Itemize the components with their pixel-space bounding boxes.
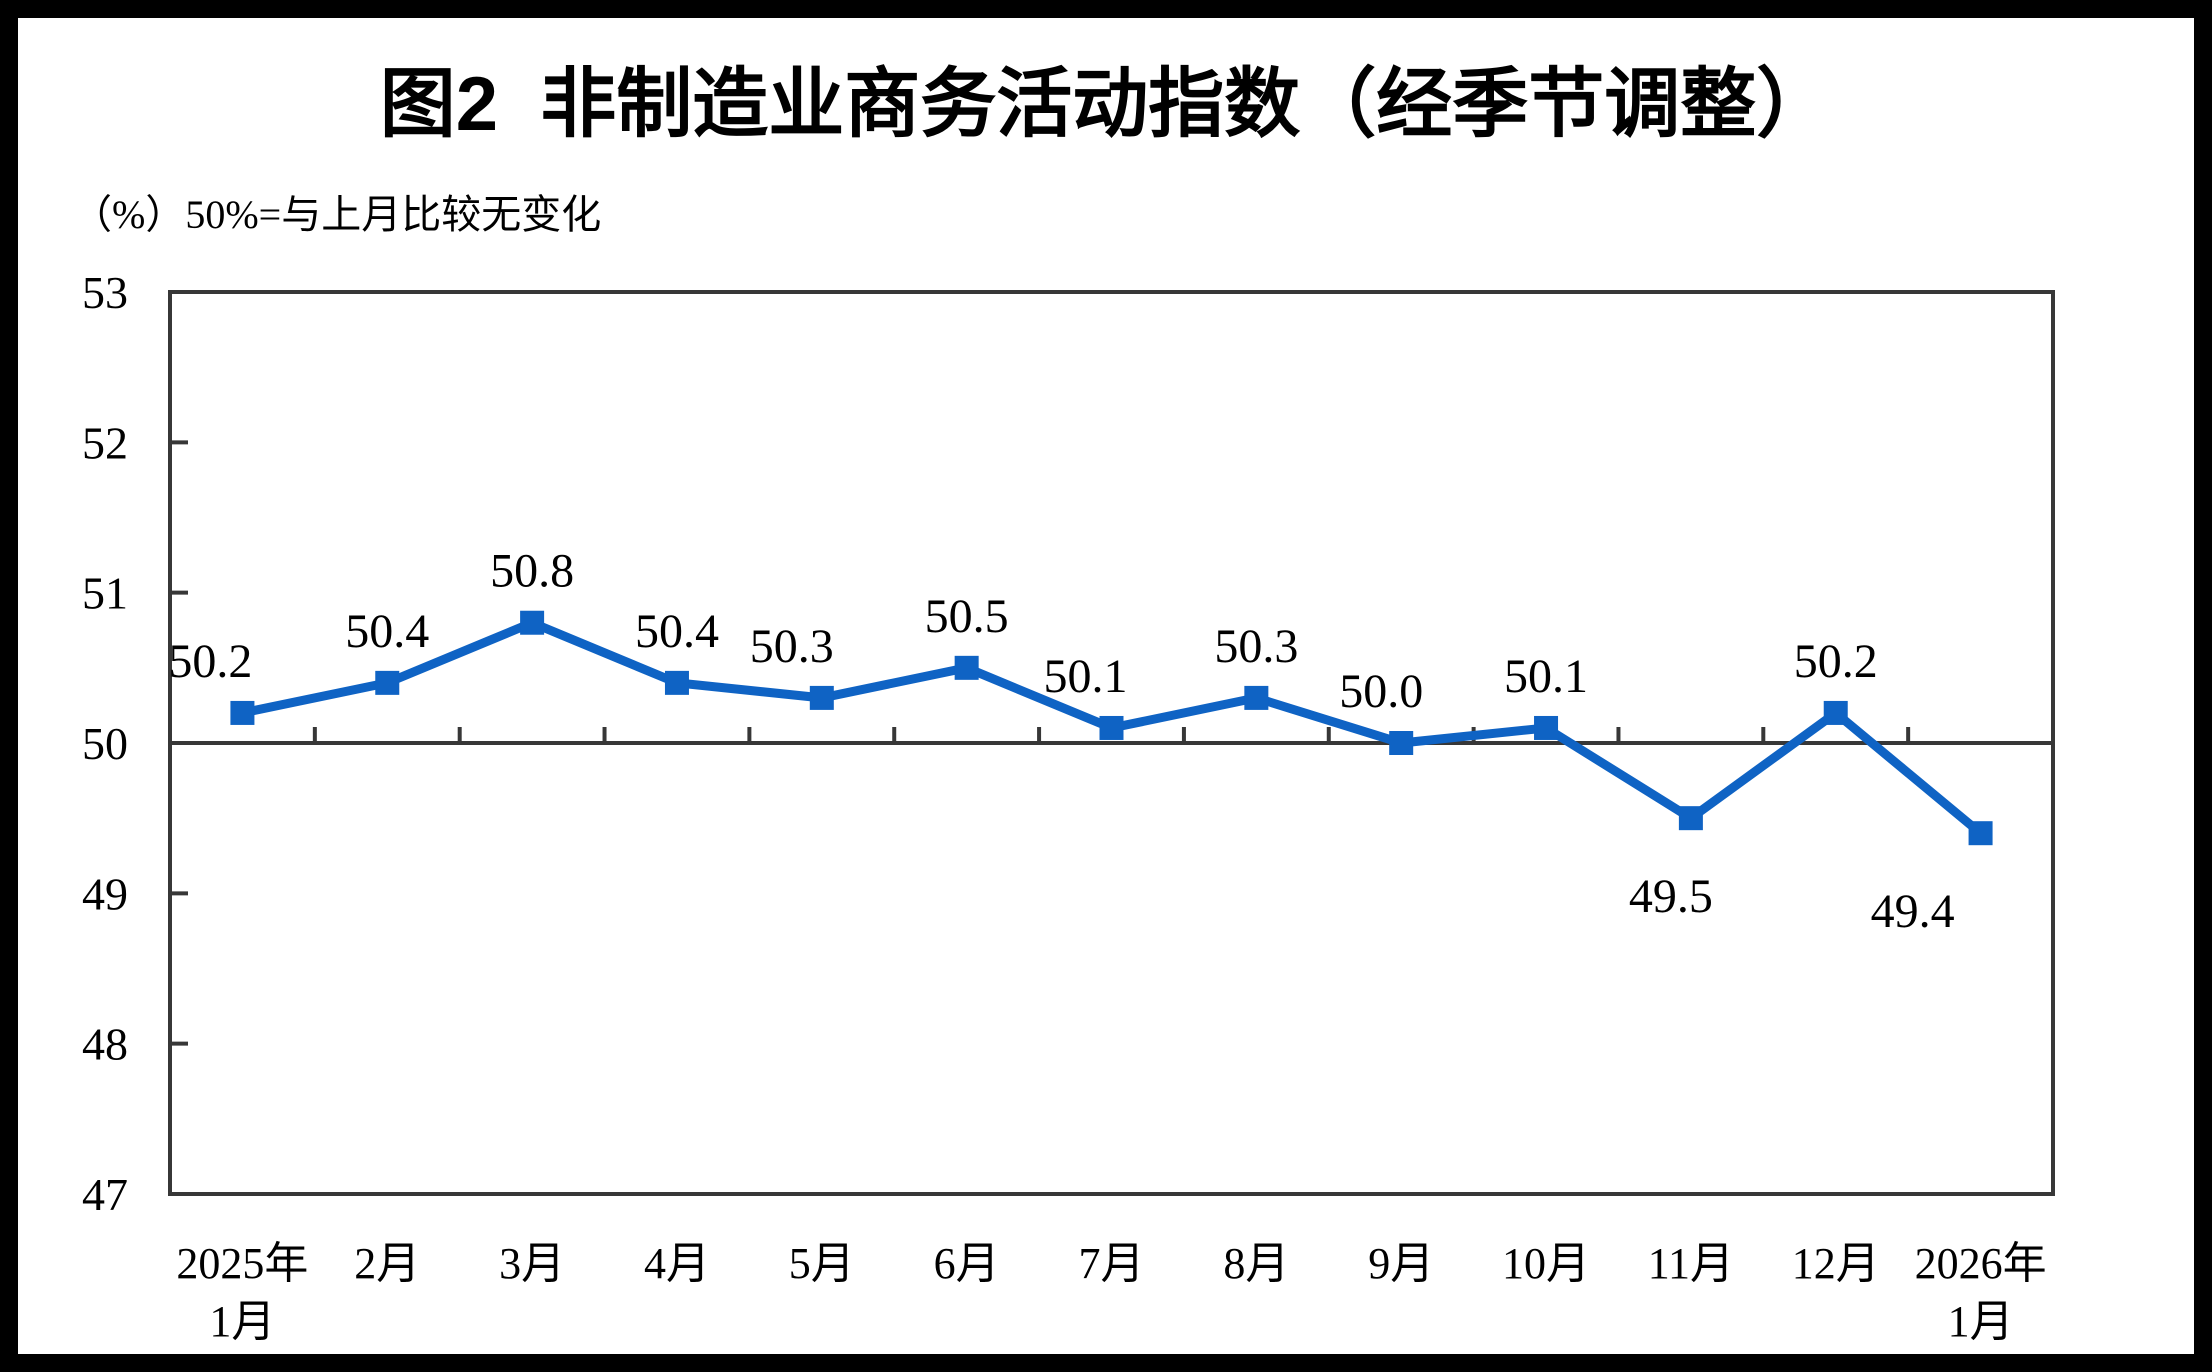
data-point-label: 50.5 (925, 590, 1009, 643)
data-point-marker (1534, 715, 1559, 740)
y-tick-label: 49 (82, 868, 128, 919)
x-tick-label: 5月 (789, 1239, 855, 1288)
data-point-marker (1099, 715, 1124, 740)
data-point-label: 50.8 (490, 545, 574, 598)
x-tick-label: 2025年 1月 (176, 1239, 308, 1346)
x-tick-label: 6月 (934, 1239, 1000, 1288)
y-tick-label: 52 (82, 417, 128, 468)
data-point-label: 50.1 (1504, 650, 1588, 703)
x-tick-label: 8月 (1223, 1239, 1289, 1288)
data-point-marker (1244, 685, 1269, 710)
data-point-marker (664, 670, 689, 695)
data-point-marker (1678, 806, 1703, 831)
data-point-marker (520, 610, 545, 635)
x-tick-label: 2月 (354, 1239, 420, 1288)
y-tick-label: 53 (82, 267, 128, 318)
y-tick-label: 48 (82, 1019, 128, 1070)
data-point-label: 50.3 (750, 620, 834, 673)
x-tick-label: 11月 (1648, 1239, 1734, 1288)
y-tick-label: 50 (82, 718, 128, 769)
chart-title: 图2 非制造业商务活动指数（经季节调整） (379, 62, 1833, 147)
x-tick-label: 7月 (1079, 1239, 1145, 1288)
data-point-marker (809, 685, 834, 710)
x-tick-label: 9月 (1368, 1239, 1434, 1288)
x-tick-label: 12月 (1792, 1239, 1880, 1288)
x-tick-label: 3月 (499, 1239, 565, 1288)
x-tick-label: 4月 (644, 1239, 710, 1288)
data-point-label: 50.0 (1339, 665, 1423, 718)
data-point-marker (1389, 731, 1414, 755)
data-point-marker (1823, 700, 1848, 725)
data-point-label: 50.2 (1794, 635, 1878, 688)
data-point-label: 50.4 (635, 605, 719, 658)
data-point-label: 49.5 (1629, 870, 1713, 923)
axis-unit-note: （%）50%=与上月比较无变化 (72, 192, 602, 237)
data-point-label: 50.1 (1044, 650, 1128, 703)
data-point-label: 50.2 (168, 635, 252, 688)
data-point-marker (954, 655, 979, 680)
x-tick-label: 2026年 1月 (1915, 1239, 2047, 1346)
y-tick-label: 47 (82, 1169, 128, 1220)
data-point-marker (375, 670, 400, 695)
data-point-marker (1968, 821, 1993, 846)
data-point-label: 49.4 (1871, 885, 1955, 938)
data-point-label: 50.4 (345, 605, 429, 658)
x-tick-label: 10月 (1502, 1239, 1590, 1288)
data-point-label: 50.3 (1214, 620, 1298, 673)
data-point-marker (230, 700, 255, 725)
y-tick-label: 51 (82, 568, 128, 619)
